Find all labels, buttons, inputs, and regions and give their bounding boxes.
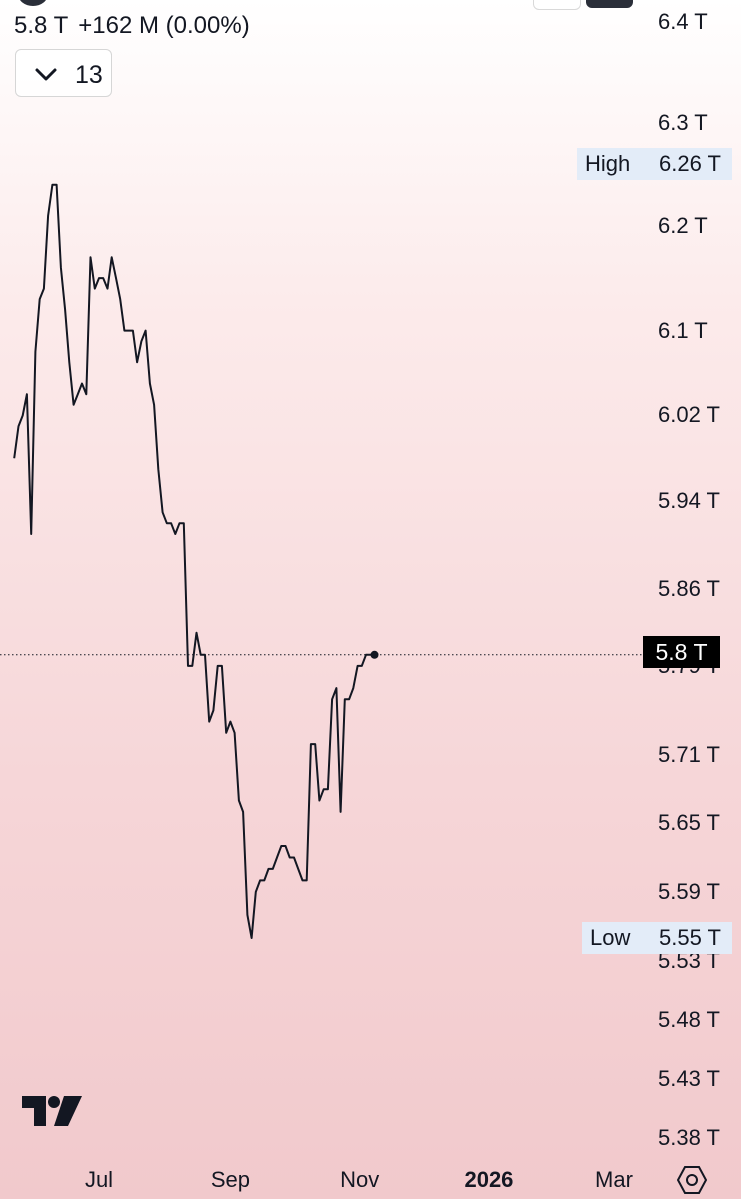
x-tick-label: Mar: [595, 1167, 633, 1192]
x-tick-label: 2026: [464, 1167, 514, 1192]
y-tick-label: 5.43 T: [658, 1065, 720, 1091]
y-tick-label: 5.59 T: [658, 878, 720, 904]
y-tick-label: 6.02 T: [658, 402, 720, 428]
y-tick-label: 5.94 T: [658, 488, 720, 514]
legend-values: 5.8 T +162 M (0.00%): [14, 12, 250, 40]
chevron-down-icon: [35, 68, 57, 81]
tradingview-logo-icon[interactable]: [20, 1093, 84, 1129]
low-label: Low: [590, 925, 631, 951]
high-label: High: [585, 151, 631, 177]
toolbar-button-dark[interactable]: [586, 0, 633, 8]
hexagon-settings-icon[interactable]: [677, 1165, 707, 1195]
y-tick-label: 6.1 T: [658, 317, 708, 343]
y-tick-label: 5.65 T: [658, 810, 720, 836]
toolbar-button[interactable]: [533, 0, 581, 10]
high-tag: High 6.26 T: [577, 148, 732, 181]
last-price-dot: [370, 650, 379, 659]
y-tick-label: 6.4 T: [658, 9, 708, 34]
x-tick-label: Jul: [84, 1167, 114, 1192]
y-tick-label: 6.3 T: [658, 110, 708, 136]
low-value: 5.55 T: [659, 925, 721, 951]
collapse-indicators-button[interactable]: 13: [15, 49, 112, 97]
high-value: 6.26 T: [659, 151, 721, 177]
y-tick-label: 5.71 T: [658, 742, 720, 768]
y-tick-label: 6.2 T: [658, 213, 708, 239]
y-tick-label: 5.38 T: [658, 1125, 720, 1150]
indicator-count: 13: [75, 61, 103, 89]
y-tick-label: 5.86 T: [658, 575, 720, 601]
last-value: 5.8 T: [14, 12, 69, 39]
low-tag: Low 5.55 T: [582, 922, 732, 955]
avatar[interactable]: [18, 0, 48, 6]
y-tick-label: 5.48 T: [658, 1006, 720, 1032]
series-line-0: [13, 183, 375, 939]
x-tick-label: Nov: [340, 1167, 380, 1192]
x-tick-label: Sep: [210, 1167, 250, 1192]
last-price-tag: 5.8 T: [643, 636, 720, 668]
change-value: +162 M (0.00%): [78, 12, 250, 39]
